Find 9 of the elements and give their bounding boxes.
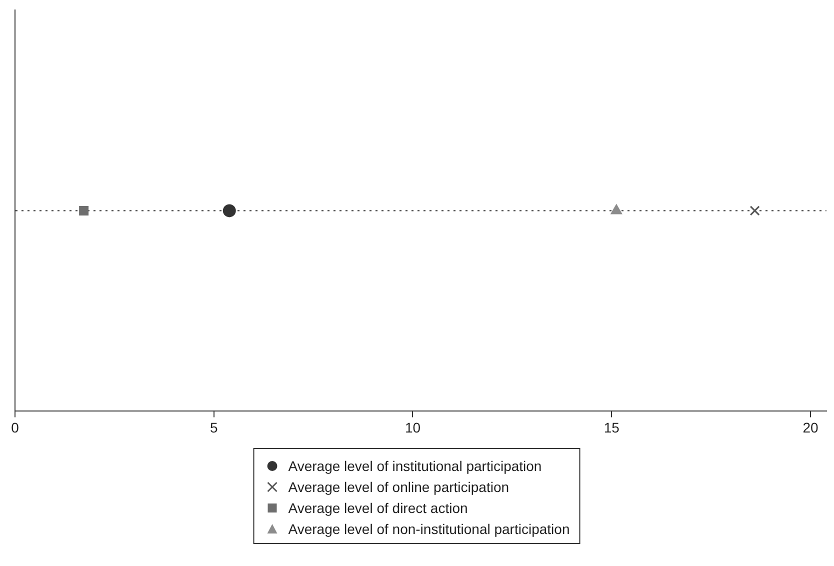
x-tick-label: 10 [404, 419, 421, 436]
x-tick-label: 20 [802, 419, 818, 436]
legend-label: Average level of non-institutional participation [288, 520, 570, 536]
x-tick-label: 0 [11, 419, 20, 436]
x-tick-label: 5 [210, 419, 218, 436]
legend-label: Average level of institutional participation [288, 458, 542, 474]
legend-label: Average level of direct action [288, 500, 468, 516]
x-tick-label: 15 [604, 419, 620, 436]
legend-label: Average level of online participation [288, 478, 510, 494]
